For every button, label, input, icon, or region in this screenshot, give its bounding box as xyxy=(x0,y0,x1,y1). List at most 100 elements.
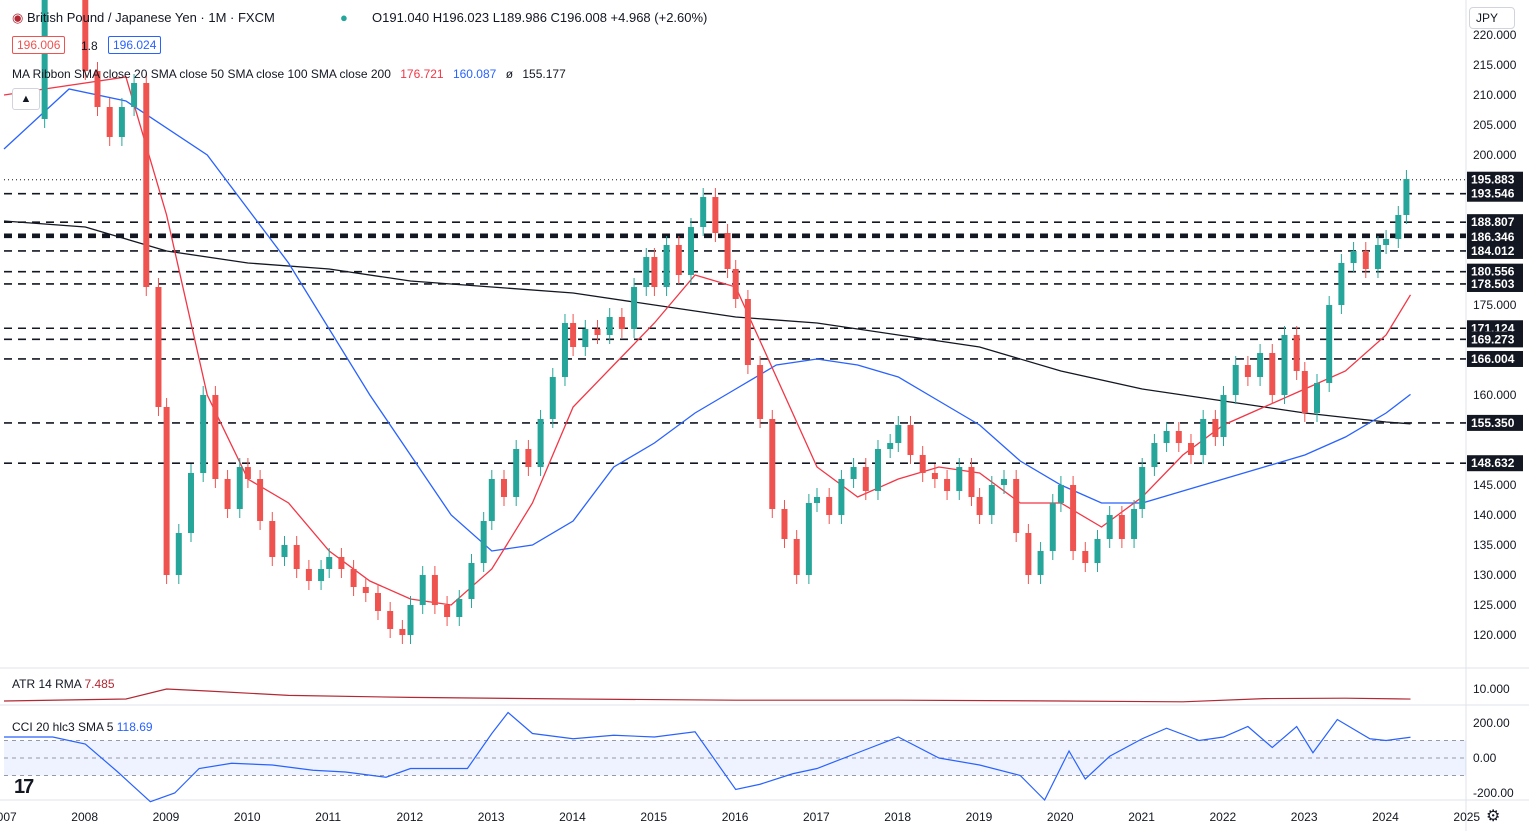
candle-body xyxy=(480,521,487,563)
ma200-value: 155.177 xyxy=(522,67,566,81)
candle-body xyxy=(606,317,613,335)
candle-body xyxy=(1106,515,1113,539)
candle-body xyxy=(244,467,251,479)
candle-body xyxy=(1175,431,1182,443)
ohlc-readout: O191.040 H196.023 L189.986 C196.008 +4.9… xyxy=(372,10,708,25)
bid-box[interactable]: 196.006 xyxy=(12,36,66,54)
candle-body xyxy=(700,197,707,227)
atr-legend[interactable]: ATR 14 RMA 7.485 xyxy=(12,677,115,691)
candle-body xyxy=(131,83,138,107)
candle-body xyxy=(155,287,162,407)
candle-body xyxy=(399,629,406,635)
x-tick-label: 2007 xyxy=(0,810,17,824)
candle-body xyxy=(500,479,507,497)
level-label-bg xyxy=(1467,455,1523,472)
candle-body xyxy=(618,317,625,329)
x-tick-label: 2021 xyxy=(1128,810,1155,824)
candle-body xyxy=(163,407,170,575)
candle-body xyxy=(805,503,812,575)
symbol-name: British Pound / Japanese Yen · 1M · FXCM xyxy=(26,10,275,25)
ma-ribbon-legend[interactable]: MA Ribbon SMA close 20 SMA close 50 SMA … xyxy=(12,67,566,81)
candle-body xyxy=(1049,503,1056,551)
candle-body xyxy=(1163,431,1170,443)
candle-body xyxy=(663,245,670,287)
candle-body xyxy=(338,557,345,569)
candle-body xyxy=(1220,395,1227,437)
candle-body xyxy=(269,521,276,557)
x-tick-label: 2008 xyxy=(71,810,98,824)
candle-body xyxy=(1057,485,1064,503)
candle-body xyxy=(724,233,731,269)
chevron-up-icon: ▲ xyxy=(20,93,32,105)
candle-body xyxy=(1350,251,1357,263)
last-price-label-bg xyxy=(1467,171,1523,188)
level-label-bg xyxy=(1467,414,1523,431)
candle-body xyxy=(1232,365,1239,395)
candle-body xyxy=(712,197,719,233)
candle-body xyxy=(200,395,207,473)
candle-body xyxy=(1070,485,1077,551)
level-label: 169.273 xyxy=(1471,332,1515,346)
ask-box[interactable]: 196.024 xyxy=(108,36,162,54)
atr-label: ATR 14 RMA xyxy=(12,677,82,691)
y-tick-label: 160.000 xyxy=(1473,388,1517,402)
x-tick-label: 2022 xyxy=(1210,810,1237,824)
candle-body xyxy=(1326,305,1333,383)
ma100-value: ø xyxy=(505,67,514,81)
candle-body xyxy=(1338,263,1345,305)
candle-body xyxy=(318,569,325,581)
candle-body xyxy=(631,287,638,329)
candle-body xyxy=(956,467,963,491)
candle-body xyxy=(570,323,577,347)
market-status-dot: ● xyxy=(340,10,348,25)
level-label: 178.503 xyxy=(1471,277,1515,291)
ma-ribbon-label: MA Ribbon SMA close 20 SMA close 50 SMA … xyxy=(12,67,391,81)
candle-body xyxy=(326,557,333,569)
x-tick-label: 2023 xyxy=(1291,810,1318,824)
candle-body xyxy=(931,473,938,479)
tradingview-logo[interactable]: 17 xyxy=(14,776,34,798)
last-price-label: 195.883 xyxy=(1471,173,1515,187)
candle-body xyxy=(895,425,902,443)
ma20-value: 176.721 xyxy=(400,67,444,81)
level-label: 188.807 xyxy=(1471,215,1515,229)
level-label-bg xyxy=(1467,242,1523,259)
x-tick-label: 2020 xyxy=(1047,810,1074,824)
y-tick-label: 175.000 xyxy=(1473,298,1517,312)
collapse-legend-button[interactable]: ▲ xyxy=(12,88,40,110)
x-tick-label: 2013 xyxy=(478,810,505,824)
candle-body xyxy=(362,587,369,593)
candle-body xyxy=(887,443,894,449)
cci-label: CCI 20 hlc3 SMA 5 xyxy=(12,720,114,734)
level-label: 148.632 xyxy=(1471,456,1515,470)
flag-icon: ◉ xyxy=(12,10,24,25)
level-label: 155.350 xyxy=(1471,416,1515,430)
candle-body xyxy=(1037,551,1044,575)
candle-body xyxy=(1118,515,1125,539)
candle-body xyxy=(862,467,869,491)
symbol-title[interactable]: ◉ British Pound / Japanese Yen · 1M · FX… xyxy=(12,10,275,26)
cci-legend[interactable]: CCI 20 hlc3 SMA 5 118.69 xyxy=(12,720,153,734)
candle-body xyxy=(1212,419,1219,437)
y-tick-label: 210.000 xyxy=(1473,88,1517,102)
x-tick-label: 2018 xyxy=(884,810,911,824)
candle-body xyxy=(444,605,451,617)
x-tick-label: 2017 xyxy=(803,810,830,824)
gear-icon[interactable]: ⚙ xyxy=(1486,808,1501,825)
candle-body xyxy=(732,269,739,299)
y-tick-label: 205.000 xyxy=(1473,118,1517,132)
candle-body xyxy=(1374,245,1381,269)
candle-body xyxy=(224,479,231,509)
candle-body xyxy=(687,227,694,275)
candle-body xyxy=(212,395,219,479)
candle-body xyxy=(1244,365,1251,377)
candle-body xyxy=(1383,239,1390,245)
candle-body xyxy=(456,599,463,617)
candle-body xyxy=(1131,509,1138,539)
candle-body xyxy=(293,545,300,569)
atr-tick-label: 10.000 xyxy=(1473,682,1510,696)
currency-selector[interactable]: JPY xyxy=(1469,7,1515,29)
candle-body xyxy=(1293,335,1300,371)
x-tick-label: 2024 xyxy=(1372,810,1399,824)
